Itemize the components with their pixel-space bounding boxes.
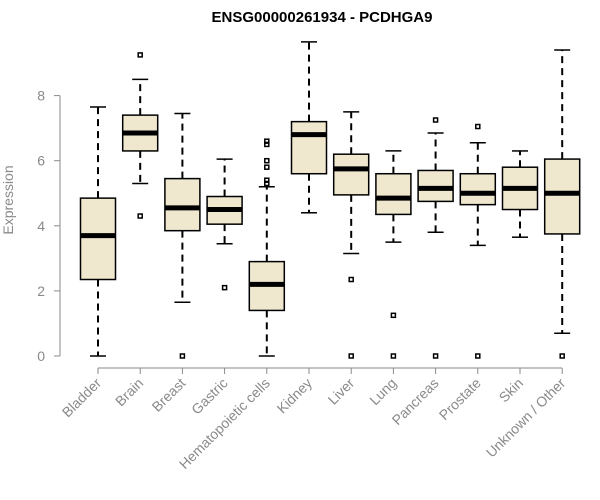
outlier-point [264, 180, 270, 187]
y-tick-label: 6 [37, 153, 45, 169]
x-tick-label: Brain [112, 375, 146, 409]
box-iqr [332, 153, 370, 196]
box-iqr [375, 172, 412, 216]
box-group [543, 49, 581, 359]
outlier-point [390, 312, 397, 319]
x-tick-label: Breast [149, 375, 189, 415]
box-group [206, 158, 243, 291]
box-group [248, 138, 286, 357]
box-group [79, 106, 117, 357]
box-group [459, 123, 497, 359]
box-iqr [459, 172, 497, 206]
outlier-point [179, 353, 186, 359]
x-tick-label: Unknown / Other [483, 375, 569, 461]
y-axis-label: Expression [0, 165, 16, 234]
x-tick-label: Liver [325, 375, 358, 408]
outlier-point [432, 117, 439, 123]
outlier-point [475, 123, 481, 130]
box-group [121, 52, 159, 219]
box-group [164, 112, 201, 359]
chart-title: ENSG00000261934 - PCDHGA9 [212, 9, 433, 26]
box-iqr [164, 177, 201, 232]
y-tick-label: 2 [37, 283, 45, 299]
x-tick-label: Kidney [274, 375, 316, 417]
box-group [417, 117, 454, 359]
box-group [332, 111, 370, 359]
box-group [501, 150, 539, 238]
outlier-point [348, 353, 354, 359]
box-iqr [290, 120, 328, 175]
y-tick-label: 4 [37, 218, 45, 234]
outlier-point [264, 141, 270, 148]
x-tick-label: Pancreas [389, 375, 442, 428]
x-tick-label: Skin [496, 375, 527, 406]
y-tick-label: 0 [37, 348, 45, 364]
box-group [375, 150, 412, 359]
box-series [79, 41, 581, 359]
box-group [290, 41, 328, 214]
x-tick-label: Bladder [59, 375, 105, 421]
x-tick-label: Prostate [436, 375, 484, 423]
outlier-point [475, 353, 481, 359]
outlier-point [559, 353, 565, 359]
y-tick-label: 8 [37, 88, 45, 104]
outlier-point [432, 353, 439, 359]
y-axis: 0 2 4 6 8 [37, 88, 61, 364]
outlier-point [137, 213, 143, 219]
outlier-point [264, 157, 270, 164]
box-iqr [543, 158, 581, 235]
outlier-point [264, 164, 270, 170]
box-iqr [79, 197, 117, 281]
x-tick-label: Lung [366, 375, 399, 408]
outlier-point [390, 353, 397, 359]
outlier-point [348, 276, 354, 283]
outlier-point [221, 284, 228, 291]
outlier-point [137, 52, 143, 58]
